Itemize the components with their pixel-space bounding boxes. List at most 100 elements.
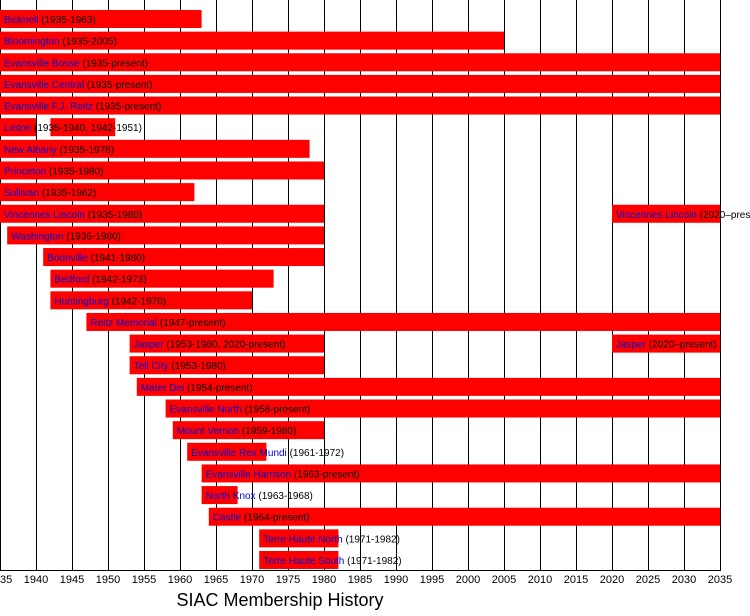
- school-name: Washington: [11, 231, 63, 242]
- school-name: Boonville: [47, 253, 88, 264]
- bar: [0, 139, 310, 158]
- bar-label: Tell City (1953-1980): [134, 361, 226, 372]
- years: (1953-1980): [171, 361, 225, 372]
- x-tick-label: 1975: [276, 574, 300, 586]
- x-tick-label: 1960: [168, 574, 192, 586]
- bar-label: Linton (1935-1940, 1942-1951): [4, 123, 142, 134]
- bar-label: Huntingburg (1942-1970): [54, 296, 166, 307]
- school-name: Jasper: [134, 339, 165, 350]
- bar: [86, 312, 720, 331]
- bar: [0, 161, 324, 180]
- school-name: Evansville Central: [4, 80, 84, 91]
- school-name: Evansville Harrison: [206, 469, 292, 480]
- school-name: Terre Haute South: [263, 556, 344, 567]
- x-tick-label: 2005: [492, 574, 516, 586]
- school-name: North Knox: [206, 491, 256, 502]
- bar: [0, 53, 720, 72]
- x-tick-label: 2025: [636, 574, 660, 586]
- bar-label: Princeton (1935-1980): [4, 166, 104, 177]
- bar: [208, 507, 721, 526]
- x-tick-label: 2035: [708, 574, 732, 586]
- years: (1935-1940, 1942-1951): [34, 123, 142, 134]
- bar-label: Sullivan (1935-1962): [4, 188, 96, 199]
- bar-label: Terre Haute South (1971-1982): [263, 556, 401, 567]
- years: (1947-present): [160, 318, 226, 329]
- school-name: Bedford: [54, 274, 89, 285]
- years: (1935-present): [87, 80, 153, 91]
- bar-label: Vincennes Lincoln (2020–present): [616, 209, 750, 220]
- x-tick-label: 1940: [24, 574, 48, 586]
- bar-label: Bloomington (1935-2005): [4, 36, 117, 47]
- bar-label: Bedford (1942-1973): [54, 274, 146, 285]
- x-tick-label: 2010: [528, 574, 552, 586]
- school-name: Evansville Rex Mundi: [191, 447, 287, 458]
- bar-label: Mater Dei (1954-present): [141, 383, 253, 394]
- years: (2020–present): [649, 339, 717, 350]
- bar: [50, 118, 116, 137]
- bar: [0, 31, 504, 50]
- years: (1963-1968): [258, 491, 312, 502]
- bar-label: Terre Haute North (1971-1982): [263, 534, 400, 545]
- years: (1935-2005): [62, 36, 116, 47]
- school-name: Reitz Memorial: [90, 318, 157, 329]
- x-tick-label: 1955: [132, 574, 156, 586]
- bar-label: Washington (1936-1980): [11, 231, 121, 242]
- years: (1954-present): [187, 383, 253, 394]
- x-tick-label: 1990: [384, 574, 408, 586]
- bar-label: Castle (1964-present): [213, 512, 310, 523]
- school-name: Vincennes Lincoln: [616, 209, 697, 220]
- years: (1942-1973): [92, 274, 146, 285]
- school-name: Evansville Bosse: [4, 58, 80, 69]
- bar: [7, 226, 324, 245]
- bar: [201, 486, 238, 505]
- years: (1935-1978): [60, 144, 114, 155]
- x-tick-label: 2020: [600, 574, 624, 586]
- school-name: Terre Haute North: [263, 534, 342, 545]
- x-tick-label: 1985: [348, 574, 372, 586]
- school-name: Linton: [4, 123, 31, 134]
- years: (1953-1980, 2020-present): [166, 339, 285, 350]
- years: (1936-1980): [66, 231, 120, 242]
- bar: [0, 10, 202, 28]
- years: (1959-1980): [242, 426, 296, 437]
- bar-label: Vincennes Lincoln (1935-1980): [4, 209, 142, 220]
- bar: [129, 334, 324, 353]
- bar: [0, 118, 36, 137]
- bar: [259, 551, 339, 569]
- bar: [172, 421, 324, 440]
- bar: [43, 248, 324, 267]
- school-name: Tell City: [134, 361, 169, 372]
- bar: [136, 377, 721, 396]
- school-name: Bicknell: [4, 15, 38, 26]
- school-name: Evansville North: [170, 404, 242, 415]
- bar: [0, 204, 324, 223]
- bar-label: Jasper (1953-1980, 2020-present): [134, 339, 286, 350]
- x-tick-label: 2000: [456, 574, 480, 586]
- bar-label: Boonville (1941-1980): [47, 253, 145, 264]
- years: (1935-present): [82, 58, 148, 69]
- x-tick-label: 1970: [240, 574, 264, 586]
- x-tick-label: 1945: [60, 574, 84, 586]
- school-name: Mater Dei: [141, 383, 184, 394]
- x-tick-label: 1935: [0, 574, 12, 586]
- x-tick-label: 1950: [96, 574, 120, 586]
- years: (1942-1970): [112, 296, 166, 307]
- school-name: Huntingburg: [54, 296, 108, 307]
- bar: [201, 464, 721, 483]
- bar-label: Evansville Harrison (1963-present): [206, 469, 360, 480]
- bar-label: Bicknell (1935-1963): [4, 15, 96, 26]
- years: (1961-1972): [290, 447, 344, 458]
- bar: [612, 204, 720, 223]
- years: (1935-1962): [42, 188, 96, 199]
- labels: Bicknell (1935-1963) Bloomington (1935-20…: [4, 15, 750, 567]
- years: (1935-1963): [41, 15, 95, 26]
- bar-label: Evansville Central (1935-present): [4, 80, 152, 91]
- years: (1963-present): [294, 469, 360, 480]
- school-name: Princeton: [4, 166, 46, 177]
- school-name: Jasper: [616, 339, 647, 350]
- years: (1971-1982): [347, 556, 401, 567]
- years: (1935-1980): [88, 209, 142, 220]
- years: (1964-present): [244, 512, 310, 523]
- years: (2020–present): [700, 209, 750, 220]
